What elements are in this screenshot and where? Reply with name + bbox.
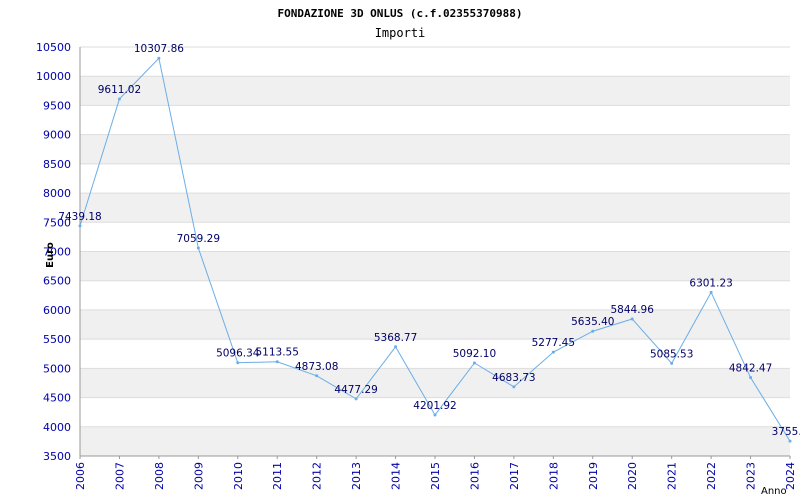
grid-band xyxy=(80,426,790,456)
data-label: 5844.96 xyxy=(611,304,655,316)
data-point xyxy=(117,97,121,101)
data-label: 4477.29 xyxy=(334,384,377,396)
y-tick-label: 9500 xyxy=(43,99,71,112)
data-label: 4842.47 xyxy=(729,363,772,375)
x-tick-label: 2017 xyxy=(508,462,521,490)
x-tick-labels: 2006 2007 2008 2009 2010 2011 2012 2013 2014 2015… xyxy=(74,456,797,490)
y-tick-label: 8000 xyxy=(43,187,71,200)
y-tick-label: 8500 xyxy=(43,158,71,171)
data-point xyxy=(670,361,674,365)
data-label: 5092.10 xyxy=(453,348,496,360)
x-tick-label: 2008 xyxy=(153,462,166,490)
data-label: 7059.29 xyxy=(177,233,220,245)
y-tick-label: 10000 xyxy=(36,70,71,83)
y-tick-label: 6500 xyxy=(43,275,71,288)
data-point xyxy=(315,374,319,378)
grid-band xyxy=(80,251,790,281)
grid-band xyxy=(80,134,790,164)
data-point xyxy=(394,345,398,349)
x-tick-label: 2014 xyxy=(390,462,403,490)
x-tick-label: 2007 xyxy=(113,462,126,490)
x-tick-label: 2024 xyxy=(784,462,797,490)
y-tick-label: 6000 xyxy=(43,304,71,317)
y-tick-label: 4500 xyxy=(43,392,71,405)
data-point xyxy=(591,329,595,333)
data-label: 4873.08 xyxy=(295,361,338,373)
y-tick-label: 4000 xyxy=(43,421,71,434)
grid-band xyxy=(80,309,790,340)
data-point xyxy=(433,413,437,417)
x-tick-label: 2011 xyxy=(271,462,284,490)
x-tick-label: 2006 xyxy=(74,462,87,490)
x-axis-title: Anno xyxy=(761,486,787,497)
data-labels: 7439.18 9611.02 10307.86 7059.29 5096.345113… xyxy=(58,43,800,443)
data-label: 7439.18 xyxy=(58,211,101,223)
y-axis-title: Euro xyxy=(45,242,56,268)
data-point xyxy=(78,224,82,228)
x-tick-label: 2021 xyxy=(666,462,679,490)
chart-subtitle: Importi xyxy=(375,26,426,40)
data-label: 9611.02 xyxy=(98,84,141,96)
data-label: 4201.92 xyxy=(413,400,456,412)
grid-band xyxy=(80,76,790,106)
data-label: 5096.34 xyxy=(216,348,260,360)
x-tick-label: 2020 xyxy=(626,462,639,490)
data-label: 4683.73 xyxy=(492,372,535,384)
data-label: 5277.45 xyxy=(532,337,575,349)
x-tick-label: 2013 xyxy=(350,462,363,490)
y-tick-label: 3500 xyxy=(43,450,71,463)
y-tick-labels: 3500 4000 4500 5000 5500 6000 6500 7000 7500 8000… xyxy=(36,41,71,463)
data-point xyxy=(275,360,279,364)
y-tick-label: 7500 xyxy=(43,216,71,229)
data-point xyxy=(236,361,240,365)
x-tick-label: 2023 xyxy=(745,462,758,490)
y-tick-label: 5500 xyxy=(43,333,71,346)
data-point xyxy=(788,439,792,443)
data-point xyxy=(630,317,634,321)
y-tick-label: 7000 xyxy=(43,246,71,259)
data-label: 5635.40 xyxy=(571,316,614,328)
chart-title: FONDAZIONE 3D ONLUS (c.f.02355370988) xyxy=(277,7,522,20)
x-tick-label: 2016 xyxy=(468,462,481,490)
grid-bands xyxy=(80,76,790,456)
x-tick-label: 2009 xyxy=(192,462,205,490)
x-tick-label: 2018 xyxy=(547,462,560,490)
data-point xyxy=(512,385,516,389)
x-tick-label: 2022 xyxy=(705,462,718,490)
data-point xyxy=(157,56,161,60)
y-tick-label: 10500 xyxy=(36,41,71,54)
data-label: 5368.77 xyxy=(374,332,417,344)
data-label: 3755.3 xyxy=(772,426,800,438)
x-tick-label: 2010 xyxy=(232,462,245,490)
data-point xyxy=(472,361,476,365)
y-tick-label: 9000 xyxy=(43,129,71,142)
data-point xyxy=(749,376,753,380)
data-label: 10307.86 xyxy=(134,43,184,55)
grid-band xyxy=(80,193,790,223)
data-label: 6301.23 xyxy=(689,277,732,289)
data-point xyxy=(551,350,555,354)
x-tick-label: 2012 xyxy=(311,462,324,490)
grid-band xyxy=(80,368,790,398)
x-tick-label: 2019 xyxy=(587,462,600,490)
data-label: 5085.53 xyxy=(650,348,693,360)
data-point xyxy=(354,397,358,401)
data-point xyxy=(709,290,713,294)
data-point xyxy=(196,246,200,250)
data-label: 5113.55 xyxy=(256,347,299,359)
y-tick-label: 5000 xyxy=(43,362,71,375)
x-tick-label: 2015 xyxy=(429,462,442,490)
